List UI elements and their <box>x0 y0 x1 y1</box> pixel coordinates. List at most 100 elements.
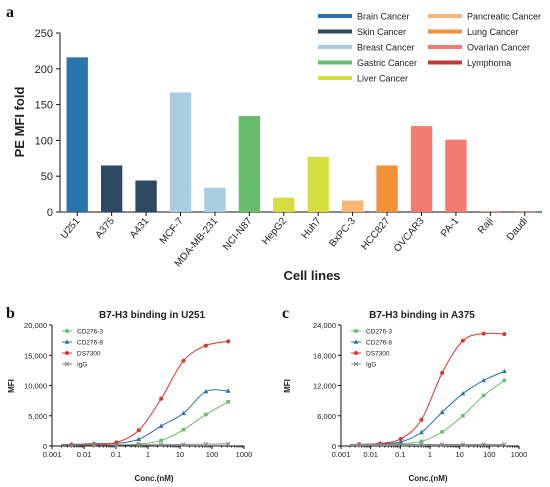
binding-chart-a375-point-igg <box>502 442 507 447</box>
binding-chart-u251-y-tick-label: 0 <box>43 442 47 451</box>
bar-chart-x-tick-label: U251 <box>59 216 83 242</box>
binding-chart-u251-point-ds7300 <box>136 428 141 433</box>
binding-chart-a375-point-ds7300 <box>460 338 465 343</box>
bar-chart-x-tick-label: PA-1 <box>439 216 462 240</box>
binding-chart-a375-legend-label: DS7300 <box>366 351 390 358</box>
binding-chart-a375-point-cd276-3 <box>502 378 507 383</box>
binding-chart-a375-legend-marker <box>353 339 359 344</box>
bar-a375 <box>100 165 123 212</box>
bar-chart-x-axis-label: Cell lines <box>283 268 340 283</box>
bar-chart-x-tick-label: HCC827 <box>359 216 392 253</box>
bar-chart-x-tick-label: A375 <box>93 216 117 241</box>
bar-chart-y-tick-label: 250 <box>35 28 53 40</box>
binding-chart-a375-point-ds7300 <box>440 370 445 375</box>
bar-daudi <box>514 211 536 213</box>
binding-chart-u251-y-tick-label: 20,000 <box>24 321 47 330</box>
binding-chart-a375-point-ds7300 <box>398 436 403 441</box>
binding-chart-a375-legend-marker <box>354 329 358 333</box>
binding-chart-a375-point-igg <box>460 442 466 447</box>
bar-chart-x-tick-label: Raji <box>476 216 496 236</box>
binding-chart-u251-point-ds7300 <box>203 343 208 348</box>
bar-chart-legend: Brain Cancer Skin Cancer Breast Cancer Gast… <box>318 12 541 84</box>
legend-swatch <box>428 14 462 18</box>
bar-chart-x-tick-label: Daudi <box>505 216 530 243</box>
binding-chart-a375-point-cd276-8 <box>460 390 466 396</box>
binding-chart-a375-legend-marker <box>354 351 358 355</box>
bar-mda-mb-231 <box>204 187 226 212</box>
binding-chart-u251-legend-marker <box>65 351 69 355</box>
binding-chart-u251-point-igg <box>69 442 74 448</box>
binding-chart-a375-point-igg <box>356 442 362 447</box>
binding-chart-a375-point-igg <box>377 442 383 447</box>
bar-chart-x-tick-label: BxPC-3 <box>327 216 358 250</box>
bar-mcf-7 <box>169 92 192 212</box>
binding-chart-u251-x-tick-label: 0.001 <box>43 450 62 459</box>
binding-chart-a375-y-tick-label: 6,000 <box>317 412 336 421</box>
legend-label: Ovarian Cancer <box>467 43 530 53</box>
legend-swatch <box>318 45 352 49</box>
bar-huh7 <box>307 156 329 212</box>
bar-ovcar3 <box>410 126 433 212</box>
bar-chart-x-tick-label: HepG2 <box>260 216 289 248</box>
legend-label: Breast Cancer <box>357 43 415 53</box>
binding-chart-a375-point-cd276-8 <box>439 409 445 415</box>
legend-label: Skin Cancer <box>357 27 406 37</box>
legend-swatch <box>318 76 352 80</box>
binding-chart-u251-point-cd276-8 <box>203 388 209 394</box>
binding-chart-u251-legend-label: CD276-3 <box>77 329 103 336</box>
binding-chart-a375-point-igg <box>398 442 404 447</box>
bar-chart-y-tick-label: 200 <box>35 64 53 76</box>
bar-u251 <box>66 57 88 213</box>
binding-chart-a375-x-tick-label: 0.001 <box>332 450 351 459</box>
binding-chart-u251-point-igg <box>203 441 209 447</box>
binding-chart-a375-legend-marker <box>353 361 359 367</box>
binding-chart-u251-point-igg <box>136 442 142 448</box>
binding-chart-u251-point-cd276-8 <box>136 436 142 442</box>
binding-chart-a375-point-igg <box>439 442 445 447</box>
binding-chart-u251-point-igg <box>158 442 164 448</box>
binding-chart-a375-point-cd276-3 <box>461 413 465 418</box>
bar-chart-y-axis-label: PE MFI fold <box>12 87 27 158</box>
binding-chart-u251-point-ds7300 <box>226 339 231 344</box>
binding-chart-u251-y-tick-label: 10,000 <box>24 382 47 391</box>
binding-chart-a375-point-igg <box>481 442 486 447</box>
binding-chart-a375-x-tick-label: 0.1 <box>395 450 405 459</box>
legend-swatch <box>318 29 352 34</box>
bar-chart-y-tick-label: 0 <box>47 207 53 219</box>
binding-chart-a375-x-tick-label: 100 <box>483 450 496 459</box>
panel-letter-b: b <box>6 305 15 322</box>
binding-chart-a375-y-tick-label: 12,000 <box>313 382 336 391</box>
binding-chart-a375-y-tick-label: 24,000 <box>313 321 336 330</box>
bar-chart-y-tick-label: 150 <box>35 100 53 112</box>
bar-chart-x-tick-label: Huh7 <box>300 216 324 242</box>
binding-chart-u251-point-cd276-8 <box>158 423 164 428</box>
bar-a431 <box>135 180 157 212</box>
binding-chart-a375-point-cd276-8 <box>501 368 507 374</box>
bar-raji <box>479 211 502 213</box>
bar-chart-bars <box>66 57 536 213</box>
binding-chart-u251-point-igg <box>181 442 186 447</box>
binding-chart-a375-point-cd276-8 <box>481 377 487 383</box>
binding-chart-u251-y-tick-label: 5,000 <box>28 412 47 421</box>
binding-chart-a375-legend-label: CD276-8 <box>366 340 392 347</box>
binding-chart-a375-x-tick-label: 10 <box>455 450 463 459</box>
binding-chart-a375-x-tick-label: 1000 <box>511 450 528 459</box>
binding-chart-u251-legend-marker <box>64 339 70 344</box>
bar-pa-1 <box>445 139 467 212</box>
legend-label: Lymphoma <box>467 58 511 68</box>
binding-chart-u251-point-ds7300 <box>181 358 186 363</box>
panel-letter-c: c <box>282 305 289 322</box>
binding-chart-u251: B7-H3 binding in U251 MFI Conc.(nM) 0 5,0… <box>7 310 252 483</box>
binding-chart-u251-point-igg <box>114 442 119 448</box>
binding-chart-a375-point-cd276-3 <box>481 393 486 398</box>
binding-chart-u251-point-cd276-3 <box>226 400 231 404</box>
binding-chart-a375-y-tick-label: 0 <box>332 442 336 451</box>
binding-chart-a375-curve-cd276-3 <box>349 380 505 445</box>
legend-swatch <box>428 29 462 34</box>
binding-chart-u251-x-tick-label: 1000 <box>236 450 253 459</box>
binding-chart-a375: B7-H3 binding in A375 MFI Conc.(nM) 0 6,0… <box>283 310 527 483</box>
binding-chart-a375-point-ds7300 <box>419 417 424 422</box>
legend-swatch <box>318 14 352 18</box>
